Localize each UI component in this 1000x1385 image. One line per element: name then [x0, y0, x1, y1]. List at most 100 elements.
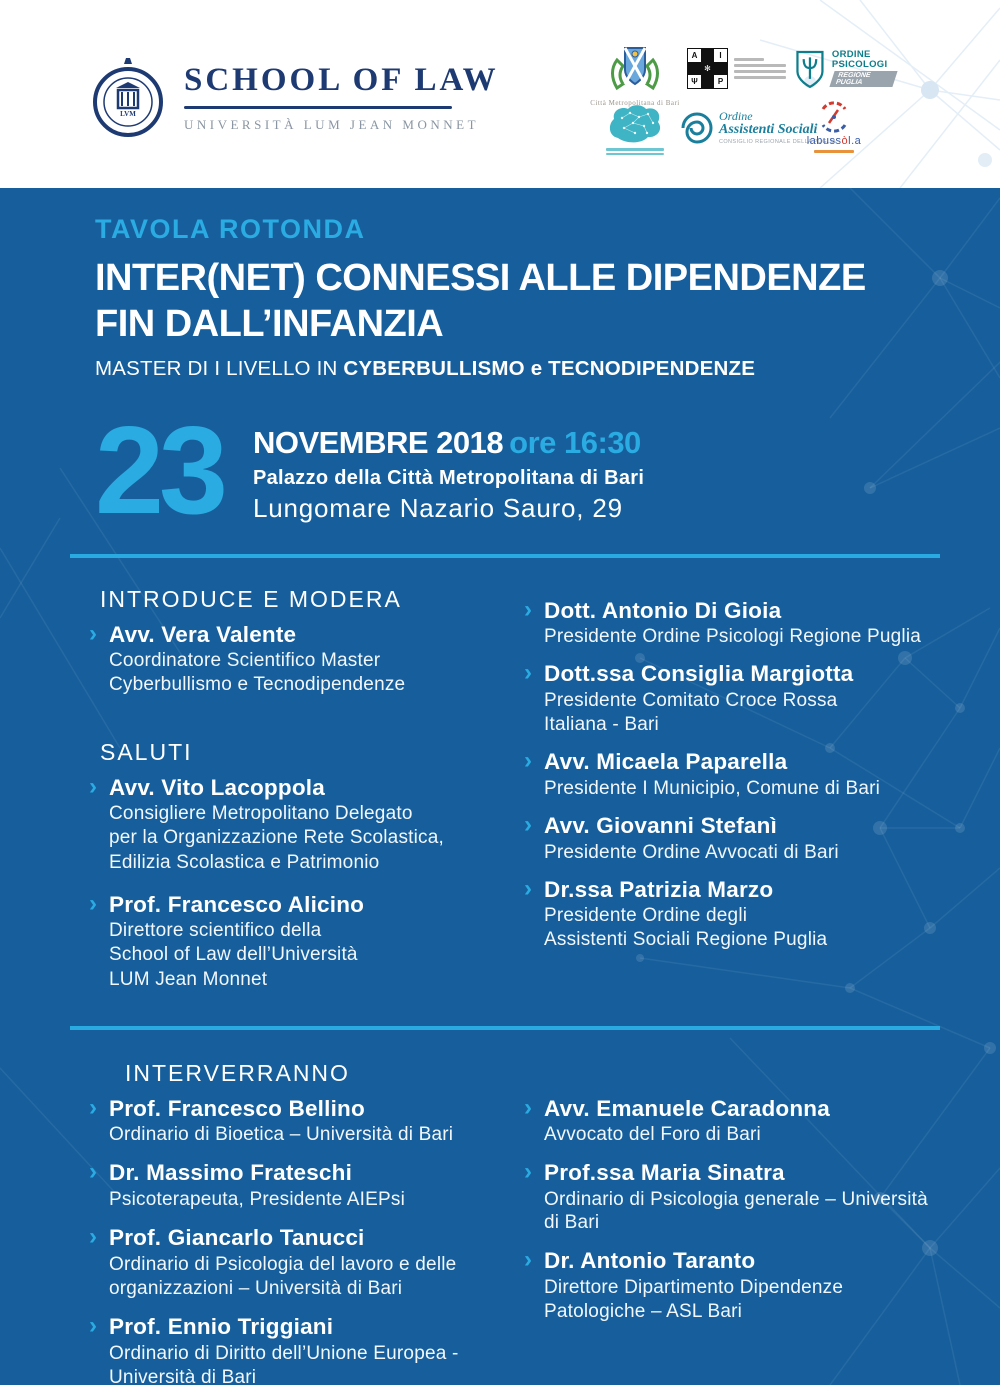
chevron-icon: › [89, 1312, 97, 1340]
person-entry: › Prof.ssa Maria Sinatra Ordinario di Ps… [524, 1160, 940, 1234]
date-block: 23 NOVEMBRE 2018 ore 16:30 Palazzo della … [95, 401, 940, 540]
person-name: Avv. Vito Lacoppola [109, 774, 325, 800]
section-heading-introduce: INTRODUCE E MODERA [100, 585, 402, 612]
person-name: Avv. Giovanni Stefanì [544, 813, 778, 839]
logo-divider [184, 105, 452, 109]
chevron-icon: › [524, 811, 532, 839]
person-name: Prof. Giancarlo Tanucci [109, 1225, 365, 1251]
person-name: Avv. Emanuele Caradonna [544, 1095, 830, 1121]
person-role: Direttore scientifico della [109, 920, 322, 942]
lum-seal-icon: LVM [93, 58, 163, 137]
person-role: School of Law dell’Università [109, 944, 358, 966]
divider-bottom [70, 1025, 940, 1030]
person-role: Università di Bari [109, 1366, 257, 1385]
person-role: per la Organizzazione Rete Scolastica, [109, 827, 444, 849]
aiepsi-caption-lines [734, 55, 786, 82]
chevron-icon: › [524, 747, 532, 775]
person-role: Psicoterapeuta, Presidente AIEPsi [109, 1189, 405, 1210]
chevron-icon: › [524, 595, 532, 623]
section-heading-interverranno: INTERVERRANNO [125, 1059, 350, 1086]
cyber-centre-logo [595, 104, 675, 157]
event-title-line1: INTER(NET) CONNESSI ALLE DIPENDENZE [95, 257, 866, 299]
assistenti-sociali-logo: Ordine Assistenti Sociali CONSIGLIO REGI… [680, 110, 836, 145]
citta-metropolitana-icon [611, 47, 659, 91]
person-entry: › Prof. Francesco Bellino Ordinario di B… [89, 1095, 505, 1147]
person-role: Direttore Dipartimento Dipendenze [544, 1276, 844, 1298]
chevron-icon: › [89, 1093, 97, 1121]
divider-top [70, 553, 940, 558]
svg-text:LVM: LVM [120, 110, 136, 118]
person-role: Assistenti Sociali Regione Puglia [544, 929, 828, 951]
chevron-icon: › [524, 874, 532, 902]
psicologi-ribbon: REGIONE PUGLIA [829, 71, 898, 87]
poster-content: TAVOLA ROTONDA INTER(NET) CONNESSI ALLE … [0, 188, 1000, 1385]
chevron-icon: › [89, 772, 97, 800]
event-title-line2: FIN DALL’INFANZIA [95, 303, 444, 346]
chevron-icon: › [89, 889, 97, 917]
person-role: Edilizia Scolastica e Patrimonio [109, 851, 380, 873]
labussola-name: labussòl.a [806, 135, 862, 147]
person-role: Presidente Ordine Avvocati di Bari [544, 841, 839, 863]
person-role: Presidente Comitato Croce Rossa [544, 689, 838, 711]
person-entry: › Dott.ssa Consiglia Margiotta President… [524, 661, 940, 736]
person-entry: › Avv. Micaela Paparella Presidente I Mu… [524, 749, 940, 800]
cyber-centre-caption-lines [606, 146, 664, 157]
person-name: Dott. Antonio Di Gioia [544, 597, 782, 623]
person-role: Coordinatore Scientifico Master [109, 650, 381, 672]
school-of-law-title: SCHOOL OF LAW [184, 61, 499, 98]
person-entry: › Dott. Antonio Di Gioia Presidente Ordi… [524, 597, 940, 649]
person-role: Consigliere Metropolitano Delegato [109, 803, 413, 825]
person-role: Ordinario di Bioetica – Università di Ba… [109, 1124, 454, 1146]
person-role: Avvocato del Foro di Bari [544, 1124, 761, 1146]
section-heading-saluti: SALUTI [100, 738, 193, 765]
person-entry: › Prof. Francesco Alicino Direttore scie… [89, 891, 505, 991]
header: LVM SCHOOL OF LAW UNIVERSITÀ LUM JEAN MO… [0, 0, 1000, 188]
person-role: Ordinario di Psicologia del lavoro e del… [109, 1253, 457, 1275]
person-name: Avv. Vera Valente [109, 621, 297, 647]
person-name: Prof. Francesco Bellino [109, 1095, 365, 1121]
nautilus-icon [681, 112, 713, 144]
chevron-icon: › [524, 1246, 532, 1274]
labussola-logo: labussòl.a [803, 100, 865, 153]
ordine-psicologi-logo: ORDINE PSICOLOGI REGIONE PUGLIA [793, 46, 898, 92]
chevron-icon: › [89, 619, 97, 647]
chevron-icon: › [89, 1158, 97, 1186]
date-month-time: NOVEMBRE 2018 ore 16:30 [252, 424, 641, 460]
person-role: LUM Jean Monnet [109, 968, 268, 990]
event-kicker: TAVOLA ROTONDA [95, 214, 366, 244]
person-name: Prof. Ennio Triggiani [109, 1314, 334, 1340]
assistenti-line2: Assistenti Sociali [719, 122, 818, 137]
person-entry: › Avv. Vera Valente Coordinatore Scienti… [89, 621, 505, 697]
person-role: Ordinario di Diritto dell’Unione Europea… [109, 1342, 459, 1364]
person-entry: › Dr. Massimo Frateschi Psicoterapeuta, … [89, 1160, 505, 1211]
assistenti-line1: Ordine [719, 109, 753, 123]
person-entry: › Prof. Giancarlo Tanucci Ordinario di P… [89, 1225, 505, 1300]
event-title: INTER(NET) CONNESSI ALLE DIPENDENZE FIN … [95, 255, 940, 348]
chevron-icon: › [524, 1093, 532, 1121]
person-entry: › Avv. Giovanni Stefanì Presidente Ordin… [524, 813, 940, 864]
person-role: Presidente I Municipio, Comune di Bari [544, 777, 881, 799]
university-subtitle: UNIVERSITÀ LUM JEAN MONNET [184, 116, 480, 132]
address: Lungomare Nazario Sauro, 29 [252, 492, 623, 523]
person-name: Dr.ssa Patrizia Marzo [544, 876, 774, 902]
person-role: Presidente Ordine Psicologi Regione Pugl… [544, 626, 922, 648]
compass-icon [821, 101, 847, 133]
venue: Palazzo della Città Metropolitana di Bar… [252, 466, 645, 489]
person-role: Italiana - Bari [544, 714, 659, 736]
poster-body: TAVOLA ROTONDA INTER(NET) CONNESSI ALLE … [0, 188, 1000, 1385]
person-name: Dr. Massimo Frateschi [109, 1160, 353, 1186]
person-entry: › Dr.ssa Patrizia Marzo Presidente Ordin… [524, 876, 940, 952]
person-role: Cyberbullismo e Tecnodipendenze [109, 674, 406, 696]
chevron-icon: › [524, 659, 532, 687]
person-name: Dott.ssa Consiglia Margiotta [544, 661, 854, 687]
psicologi-shield-icon [796, 50, 824, 89]
person-entry: › Dr. Antonio Taranto Direttore Dipartim… [524, 1248, 940, 1323]
date-day: 23 [95, 401, 228, 540]
citta-metropolitana-logo: Città Metropolitana di Bari [580, 44, 690, 107]
person-role: Ordinario di Psicologia generale – Unive… [544, 1189, 928, 1234]
person-role: Patologiche – ASL Bari [544, 1301, 743, 1323]
citta-metropolitana-caption: Città Metropolitana di Bari [590, 99, 680, 107]
person-role: organizzazioni – Università di Bari [109, 1277, 403, 1299]
